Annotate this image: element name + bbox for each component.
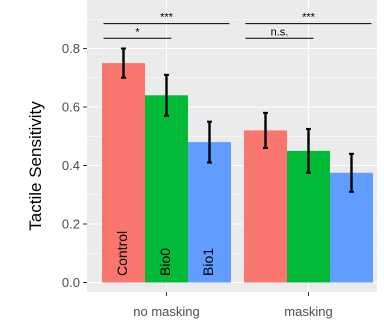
error-bars-group (121, 47, 354, 193)
bar-label-control: Control (114, 231, 130, 276)
y-axis-title: Tactile Sensitivity (26, 101, 45, 231)
significance-label: n.s. (271, 26, 289, 38)
x-tick-label: no masking (133, 304, 199, 319)
y-tick-label: 0.6 (62, 100, 80, 115)
y-tick-label: 0.2 (62, 217, 80, 232)
significance-label: *** (302, 12, 316, 24)
y-tick-label: 0.0 (62, 275, 80, 290)
y-tick-label: 0.4 (62, 158, 80, 173)
bar-control-1 (244, 130, 287, 283)
x-axis: no masking masking (133, 292, 333, 319)
significance-label: *** (160, 12, 174, 24)
bar-label-bio1: Bio1 (200, 248, 216, 276)
y-axis: 0.0 0.2 0.4 0.6 0.8 (62, 41, 87, 290)
x-tick-label: masking (284, 304, 332, 319)
bar-control-0 (102, 63, 145, 283)
significance-label: * (135, 26, 140, 38)
significance-group: *******n.s. (103, 12, 372, 39)
bar-labels-group: Control Bio0 Bio1 (114, 231, 216, 276)
bar-bio1-0 (188, 142, 231, 283)
bars-group (102, 63, 373, 283)
bar-label-bio0: Bio0 (157, 248, 173, 276)
bar-bio0-0 (145, 95, 188, 283)
y-tick-label: 0.8 (62, 41, 80, 56)
